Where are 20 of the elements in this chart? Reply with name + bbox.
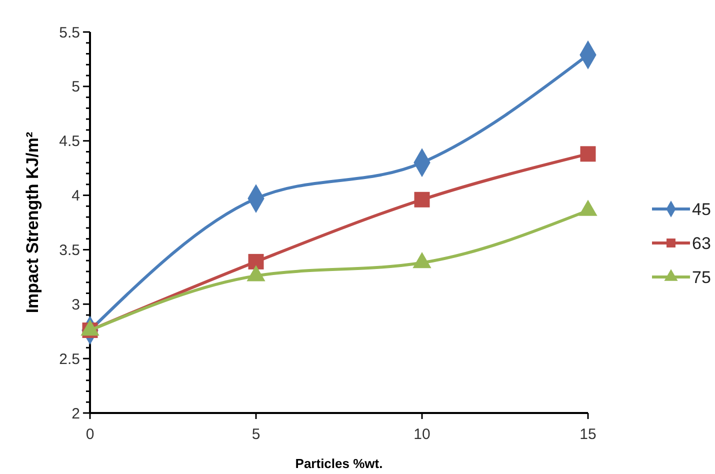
y-tick-label: 5.5 (59, 24, 80, 42)
y-tick-label: 4 (72, 188, 80, 205)
y-tick-label: 2 (72, 405, 80, 422)
point (248, 254, 264, 270)
x-tick-label: 5 (252, 426, 260, 443)
y-tick-label: 4.5 (59, 133, 80, 150)
point (580, 146, 596, 162)
y-axis-title: Impact Strength KJ/m² (23, 131, 42, 314)
x-tick-label: 10 (414, 426, 430, 443)
legend-label: 45 (692, 200, 711, 219)
y-tick-label: 2.5 (59, 350, 80, 368)
x-tick-label: 0 (86, 426, 94, 443)
x-tick-label: 15 (580, 426, 596, 443)
point (414, 192, 430, 208)
x-axis-title: Particles %wt. (295, 456, 383, 471)
legend-label: 63 (692, 234, 711, 253)
y-tick-label: 5 (72, 78, 80, 96)
legend-label: 75 (692, 268, 711, 287)
y-tick-label: 3 (72, 296, 80, 314)
y-tick-label: 3.5 (59, 242, 80, 259)
